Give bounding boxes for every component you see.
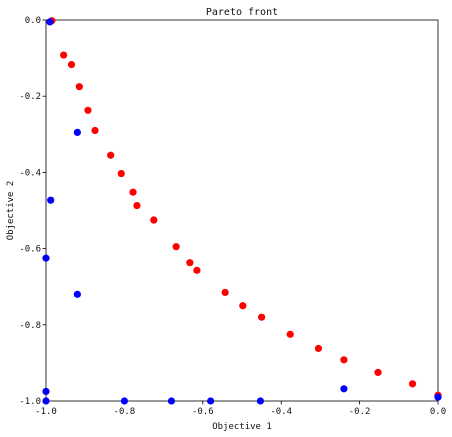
data-point [117, 169, 125, 178]
data-point [150, 216, 158, 224]
data-point [120, 397, 128, 405]
data-points [42, 17, 442, 405]
y-tick-label: 0.0 [25, 16, 41, 26]
data-point [73, 290, 81, 298]
data-point [167, 397, 176, 405]
data-point [107, 151, 115, 159]
data-point [133, 201, 141, 210]
data-point [46, 18, 54, 26]
y-tick-label: -0.8 [19, 321, 41, 331]
y-tick-label: -0.6 [19, 245, 41, 255]
x-tick-label: -0.6 [192, 407, 214, 417]
data-point [129, 188, 137, 196]
data-point [42, 254, 50, 262]
x-axis: -1.0 -0.8 -0.6 -0.4 -0.2 0.0 [35, 401, 446, 417]
data-point [73, 128, 81, 136]
data-point [91, 126, 99, 135]
y-tick-label: -0.4 [19, 168, 41, 178]
plot-area [45, 19, 439, 402]
data-point [47, 196, 55, 204]
chart-title: Pareto front [206, 7, 278, 18]
x-axis-label: Objective 1 [212, 422, 272, 432]
data-point [193, 266, 201, 274]
data-point [172, 243, 180, 251]
data-point [75, 83, 83, 91]
data-point [84, 106, 92, 114]
y-axis-label: Objective 2 [6, 181, 16, 241]
data-point [42, 387, 50, 396]
x-tick-label: -0.2 [349, 407, 371, 417]
x-tick-label: -0.8 [114, 407, 136, 417]
y-tick-label: -0.2 [19, 92, 41, 102]
data-point [67, 60, 76, 69]
y-axis: 0.0 -0.2 -0.4 -0.6 -0.8 -1.0 [19, 16, 46, 407]
data-point [42, 397, 50, 405]
data-point [314, 344, 323, 353]
data-point [408, 380, 417, 388]
data-point [221, 288, 229, 297]
y-tick-label: -1.0 [19, 397, 41, 407]
data-point [207, 397, 215, 405]
data-point [286, 330, 294, 338]
data-point [340, 356, 348, 364]
data-point [340, 385, 348, 393]
plot-frame [45, 19, 439, 402]
data-point [256, 397, 265, 405]
data-point [434, 393, 442, 401]
x-tick-label: -1.0 [35, 407, 57, 417]
data-point [239, 302, 247, 310]
data-point [258, 313, 266, 321]
x-tick-label: -0.4 [270, 407, 292, 417]
x-tick-label: 0.0 [430, 407, 446, 417]
data-point [186, 259, 194, 267]
data-point [374, 368, 382, 377]
data-point [60, 51, 68, 59]
